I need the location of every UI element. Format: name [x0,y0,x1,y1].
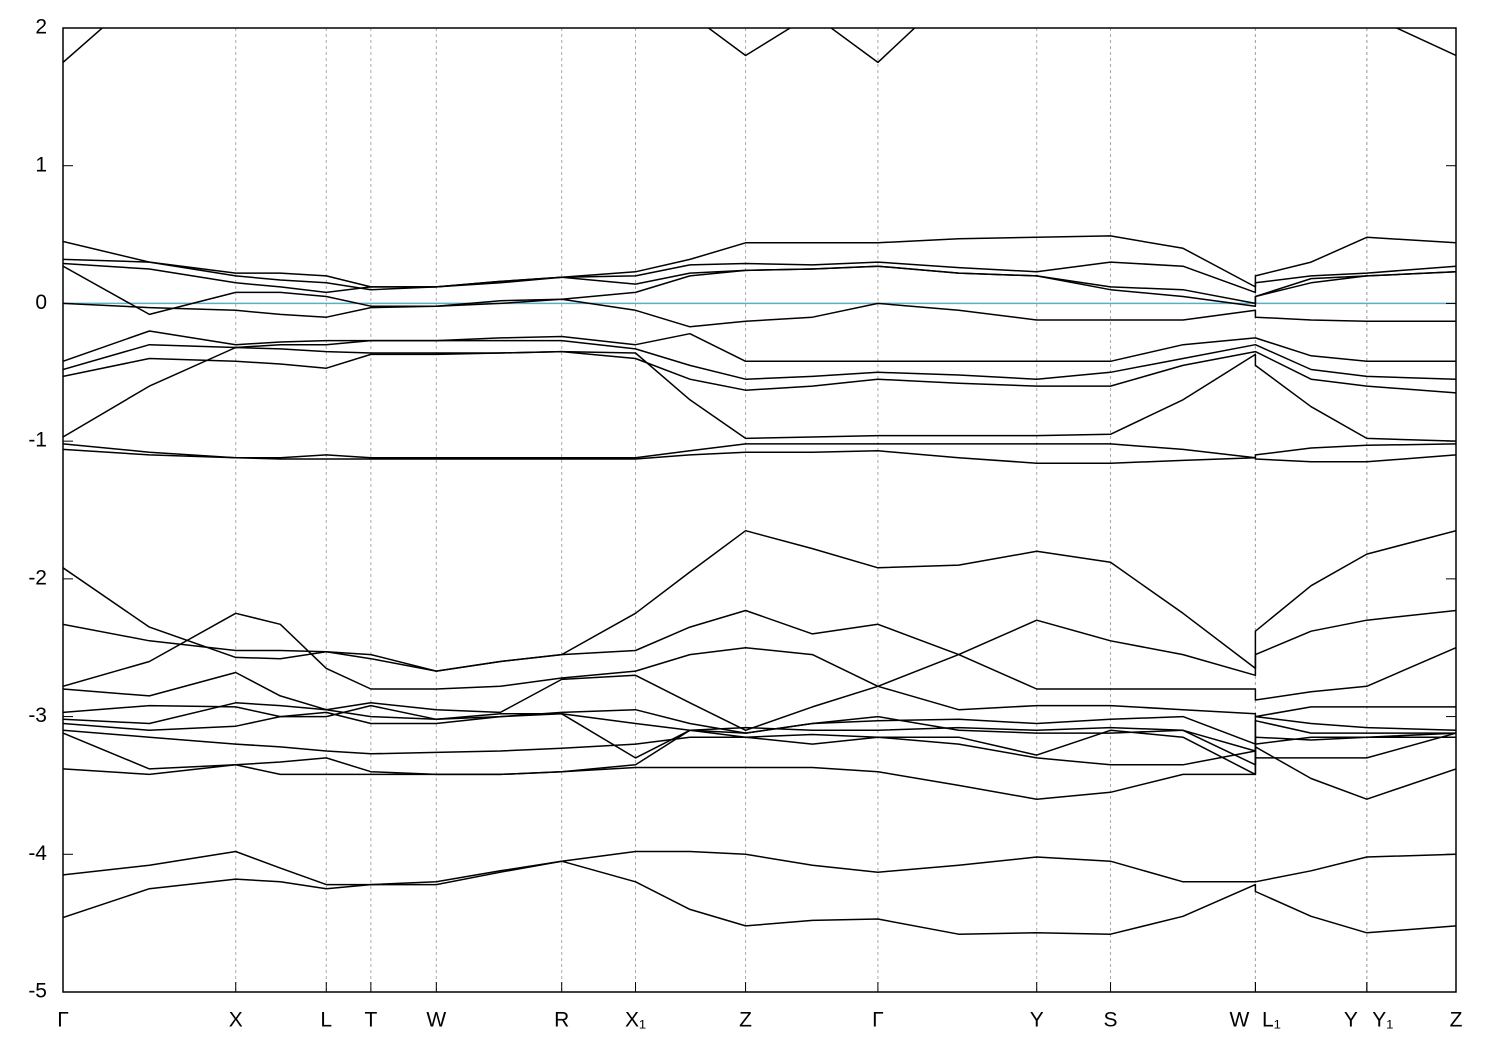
y-tick-label: -1 [28,429,47,452]
y-tick-label: -5 [28,980,47,1003]
band-line [63,443,1456,459]
band-line [63,350,1456,394]
band-line [63,448,1456,464]
grid [62,28,1457,992]
x-tick-label: Γ [872,1009,884,1032]
band-line [63,612,1456,701]
band-line [63,702,1456,752]
band-line [63,860,1456,935]
x-tick-label: R [554,1009,569,1032]
y-tick-label: -2 [28,566,47,589]
x-tick-label: X [229,1009,243,1032]
x-tick-label: Z [1450,1009,1463,1032]
x-tick-label: L [320,1009,332,1032]
x-tick-label: Γ [57,1009,69,1032]
band-line [63,258,1456,294]
plot-frame [62,27,1457,993]
band-line [63,339,1456,380]
x-tick-label: S [1104,1009,1118,1032]
x-tick-label: L₁ [1262,1009,1281,1032]
band-line [63,671,1456,732]
band-line [63,346,1456,442]
band-line [63,298,1456,328]
x-tick-label: Y [1344,1009,1358,1032]
band-line [63,850,1456,886]
labels: 2 1 0 -1 -2 -3 -4 -5 Γ X L T W R X₁ Z Γ Y S W L₁ Y Y₁ Z [28,16,1462,1032]
x-tick-label: Y₁ [1372,1009,1393,1032]
y-tick-label: 0 [35,291,47,314]
band-line [63,265,1456,316]
x-tick-label: T [364,1009,377,1032]
x-tick-label: W [1229,1009,1249,1032]
bands [63,28,1456,935]
x-tick-label: Z [739,1009,752,1032]
y-tick-label: 2 [35,16,47,39]
band-line [63,330,1456,363]
band-line [63,28,1456,64]
x-tick-label: W [426,1009,446,1032]
y-tick-label: 1 [35,153,47,176]
band-line [63,746,1456,800]
band-line [63,609,1456,677]
x-tick-label: Y [1030,1009,1044,1032]
y-tick-label: -4 [28,842,47,865]
y-tick-label: -3 [28,704,47,727]
x-tick-label: X₁ [625,1009,646,1032]
